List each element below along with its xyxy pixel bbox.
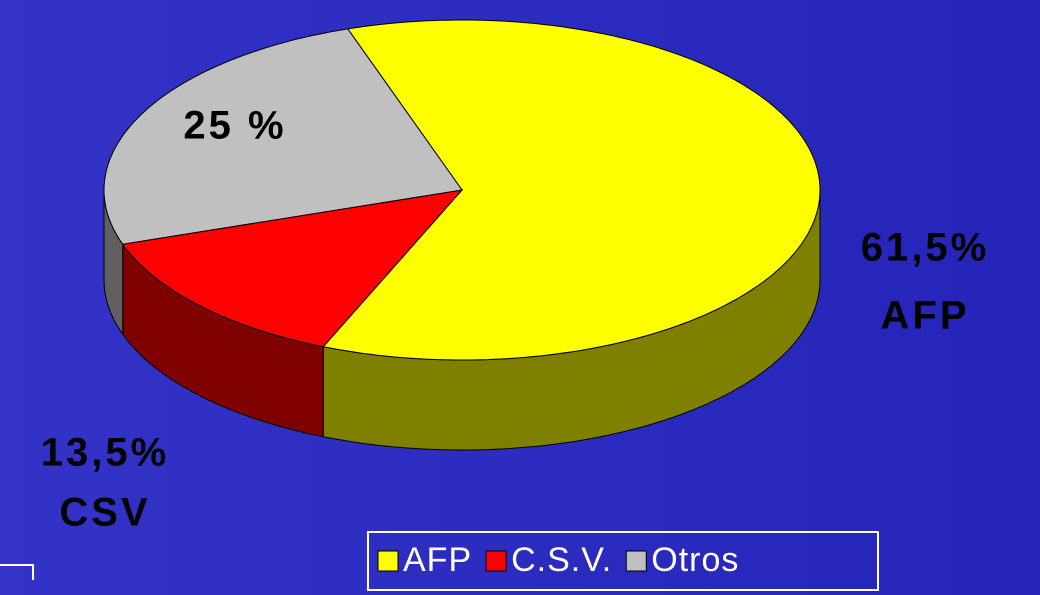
pie [103, 19, 821, 451]
data-label-name: CSV [59, 491, 150, 535]
slice [322, 19, 821, 361]
slice [121, 189, 464, 348]
data-labels: 61,5% AFP 13,5% CSV 25 % [41, 104, 989, 535]
slice [103, 28, 463, 245]
legend-swatch [485, 550, 507, 572]
data-label: 61,5% [861, 226, 989, 270]
data-label: 25 % [183, 104, 286, 148]
legend: AFP C.S.V. Otros [377, 541, 739, 579]
corner-mark [0, 564, 34, 580]
legend-swatch [377, 550, 399, 572]
legend-label: Otros [651, 541, 739, 579]
legend-swatch [625, 550, 647, 572]
legend-box [367, 531, 879, 591]
data-label: 13,5% [41, 431, 169, 475]
legend-label: AFP [403, 541, 472, 579]
legend-label: C.S.V. [511, 541, 612, 579]
data-label-name: AFP [881, 294, 970, 338]
